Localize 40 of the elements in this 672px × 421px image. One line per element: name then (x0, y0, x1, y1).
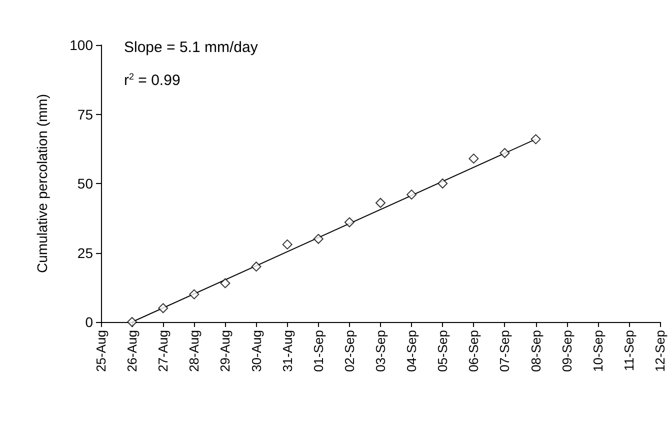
x-tick-label: 30-Aug (248, 330, 264, 372)
x-tick-label: 11-Sep (621, 330, 636, 371)
y-axis-title: Cumulative percolation (mm) (34, 94, 50, 273)
point (468, 154, 479, 164)
x-tick-label: 28-Aug (186, 330, 202, 372)
annotation: Slope = 5.1 mm/day (124, 39, 258, 56)
x-tick-label: 07-Sep (497, 330, 512, 372)
point (189, 289, 200, 300)
point (530, 134, 541, 144)
point (406, 190, 417, 200)
point (158, 303, 168, 314)
y-tick-label: 50 (77, 176, 94, 192)
x-tick-label: 31-Aug (280, 330, 295, 372)
x-tick-label: 08-Sep (528, 330, 544, 372)
x-tick-label: 25-Aug (94, 330, 108, 372)
x-tick-label: 04-Sep (404, 330, 420, 372)
x-tick-label: 12-Sep (652, 330, 668, 372)
x-tick-label: 26-Aug (124, 330, 140, 372)
point (251, 262, 262, 272)
y-tick-label: 25 (77, 244, 94, 261)
x-tick-label: 03-Sep (373, 330, 388, 372)
point (282, 239, 292, 250)
point (500, 148, 510, 158)
x-tick-label: 27-Aug (156, 330, 171, 372)
point (376, 198, 386, 208)
x-tick-label: 09-Sep (559, 330, 574, 372)
point (344, 217, 354, 228)
x-tick-label: 29-Aug (218, 330, 233, 372)
point (313, 234, 324, 244)
point (220, 278, 230, 288)
y-tick-label: 100 (70, 37, 94, 53)
point (127, 317, 138, 327)
y-tick-label: 0 (85, 314, 94, 330)
x-tick-label: 10-Sep (590, 330, 606, 372)
x-tick-label: 01-Sep (310, 330, 326, 372)
point (438, 178, 448, 188)
y-tick-label: 75 (77, 106, 94, 122)
x-tick-label: 02-Sep (342, 330, 357, 372)
x-tick-label: 06-Sep (466, 330, 482, 372)
x-tick-label: 05-Sep (435, 330, 450, 372)
